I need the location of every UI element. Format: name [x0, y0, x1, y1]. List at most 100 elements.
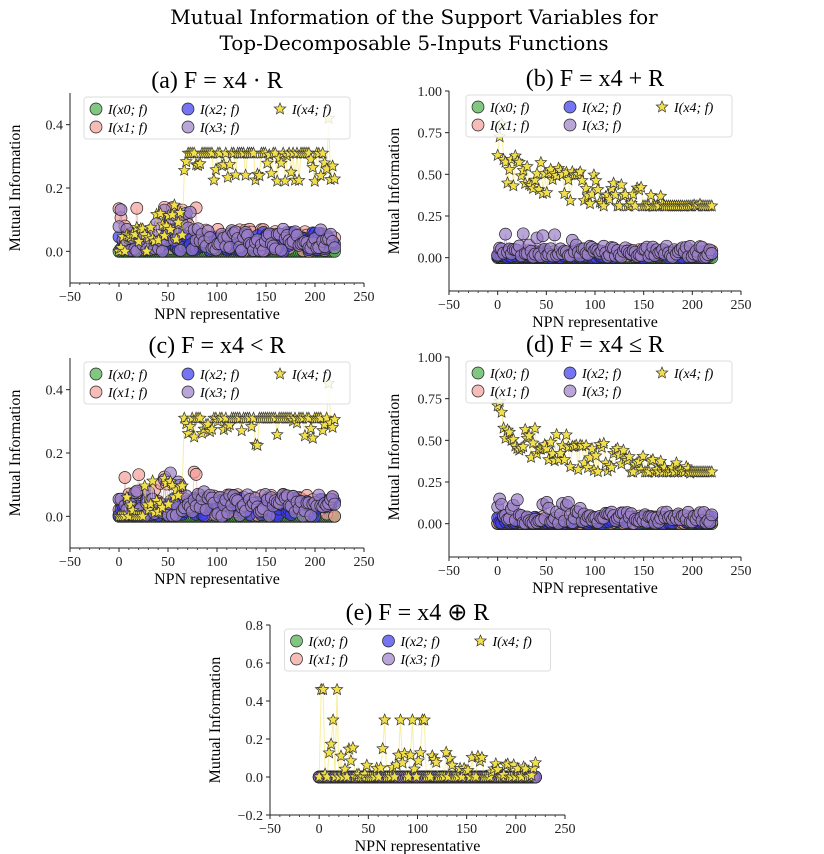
data-point	[534, 155, 548, 169]
data-point	[344, 753, 358, 767]
data-point	[502, 162, 517, 176]
x-tick-label: 100	[207, 555, 228, 570]
data-point	[130, 201, 144, 215]
legend-label: I(x0; f)	[489, 101, 530, 116]
x-tick-label: 150	[256, 555, 277, 570]
data-point	[548, 228, 561, 242]
data-point	[614, 177, 628, 191]
data-point	[524, 768, 539, 781]
panel-d: (d) F = x4 ≤ R −50 0 50 100 150 200 250 0.00 0.25…	[386, 332, 752, 597]
panel-c: (c) F = x4 < R −50 0 50 100 150 200 250 0.0 0.2 0.…	[7, 333, 375, 588]
panel-b-title: (b) F = x4 + R	[526, 66, 664, 92]
data-point	[575, 173, 589, 187]
legend-marker	[382, 652, 395, 666]
series-ix3f	[491, 492, 719, 530]
data-point	[589, 448, 603, 462]
x-tick-label: 0	[316, 822, 323, 837]
data-point	[597, 199, 611, 212]
legend-marker	[471, 118, 485, 132]
legend-label: I(x2; f)	[199, 368, 240, 383]
panel-b-plot-area	[491, 117, 719, 265]
panel-a-legend: I(x0; f) I(x1; f) I(x2; f) I(x3; f) I(x4; f)	[83, 96, 351, 140]
data-point	[193, 156, 207, 170]
data-point	[177, 163, 191, 176]
y-tick-label: 0.25	[418, 210, 443, 225]
data-point	[388, 770, 402, 783]
data-point	[120, 490, 134, 503]
x-tick-label: 250	[731, 564, 752, 579]
data-point	[573, 165, 587, 178]
legend-marker	[181, 385, 195, 399]
panel-d-title: (d) F = x4 ≤ R	[526, 332, 664, 358]
panel-d-ylabel: Mutual Information	[386, 394, 403, 521]
legend-marker	[89, 120, 103, 134]
data-point	[171, 215, 185, 229]
data-point	[616, 443, 630, 456]
series-ix4f	[491, 117, 719, 213]
panel-d-xlabel: NPN representative	[532, 580, 658, 597]
panel-a: (a) F = x4 · R −50 0 50 100 150 200 250 0.0 0.2 0.…	[7, 68, 375, 323]
data-point	[563, 459, 577, 473]
x-tick-label: 100	[407, 822, 428, 837]
x-tick-label: −50	[438, 298, 460, 313]
data-point	[360, 758, 374, 771]
data-point	[583, 196, 597, 210]
legend-marker	[273, 367, 287, 380]
legend-label: I(x0; f)	[308, 635, 349, 650]
x-tick-label: 50	[539, 564, 553, 579]
data-point	[705, 508, 719, 522]
y-tick-label: 0.0	[46, 510, 64, 525]
legend-label: I(x2; f)	[199, 103, 240, 118]
y-tick-label: 0.25	[418, 476, 443, 491]
data-point	[411, 753, 425, 767]
data-point	[526, 436, 540, 449]
data-point	[654, 189, 668, 202]
x-tick-label: 100	[207, 290, 228, 305]
legend-label: I(x3; f)	[581, 119, 622, 134]
data-point	[374, 761, 388, 774]
data-point	[328, 172, 342, 185]
x-tick-label: 200	[682, 298, 703, 313]
data-point	[146, 474, 160, 487]
y-tick-label: 0.6	[246, 657, 264, 672]
data-point	[634, 180, 648, 193]
legend-marker	[89, 385, 103, 399]
data-point	[278, 174, 292, 187]
data-point	[264, 166, 278, 179]
x-tick-label: 200	[682, 564, 703, 579]
legend-marker	[89, 367, 103, 381]
data-point	[407, 762, 421, 775]
panel-c-ylabel: Mutual Information	[7, 390, 24, 517]
legend-marker	[382, 634, 395, 648]
panel-b-legend: I(x0; f) I(x1; f) I(x2; f) I(x3; f) I(x4; f)	[465, 94, 733, 138]
panel-b-xlabel: NPN representative	[532, 314, 658, 331]
panel-d-legend: I(x0; f) I(x1; f) I(x2; f) I(x3; f) I(x4; f)	[465, 360, 733, 404]
legend-label: I(x4; f)	[492, 635, 533, 650]
legend-label: I(x4; f)	[673, 101, 714, 116]
data-point	[346, 740, 360, 754]
data-point	[171, 488, 185, 502]
data-point	[622, 449, 636, 463]
x-tick-label: 100	[585, 298, 606, 313]
data-point	[705, 247, 719, 260]
data-point	[508, 148, 522, 162]
data-point	[132, 234, 146, 248]
legend-marker	[563, 100, 577, 114]
legend-marker	[563, 118, 577, 132]
panel-a-xlabel: NPN representative	[154, 306, 280, 323]
legend-marker	[290, 634, 303, 648]
data-point	[562, 495, 575, 509]
data-point	[522, 428, 536, 442]
data-point	[118, 471, 132, 484]
y-tick-label: 0.2	[46, 447, 64, 462]
data-point	[536, 229, 550, 243]
data-point	[328, 509, 341, 523]
data-point	[328, 412, 342, 426]
x-tick-label: 150	[633, 564, 654, 579]
panel-c-xlabel: NPN representative	[154, 571, 280, 588]
legend-label: I(x0; f)	[489, 367, 530, 382]
data-point	[316, 146, 330, 159]
data-point	[589, 173, 603, 187]
legend-marker	[181, 367, 195, 381]
